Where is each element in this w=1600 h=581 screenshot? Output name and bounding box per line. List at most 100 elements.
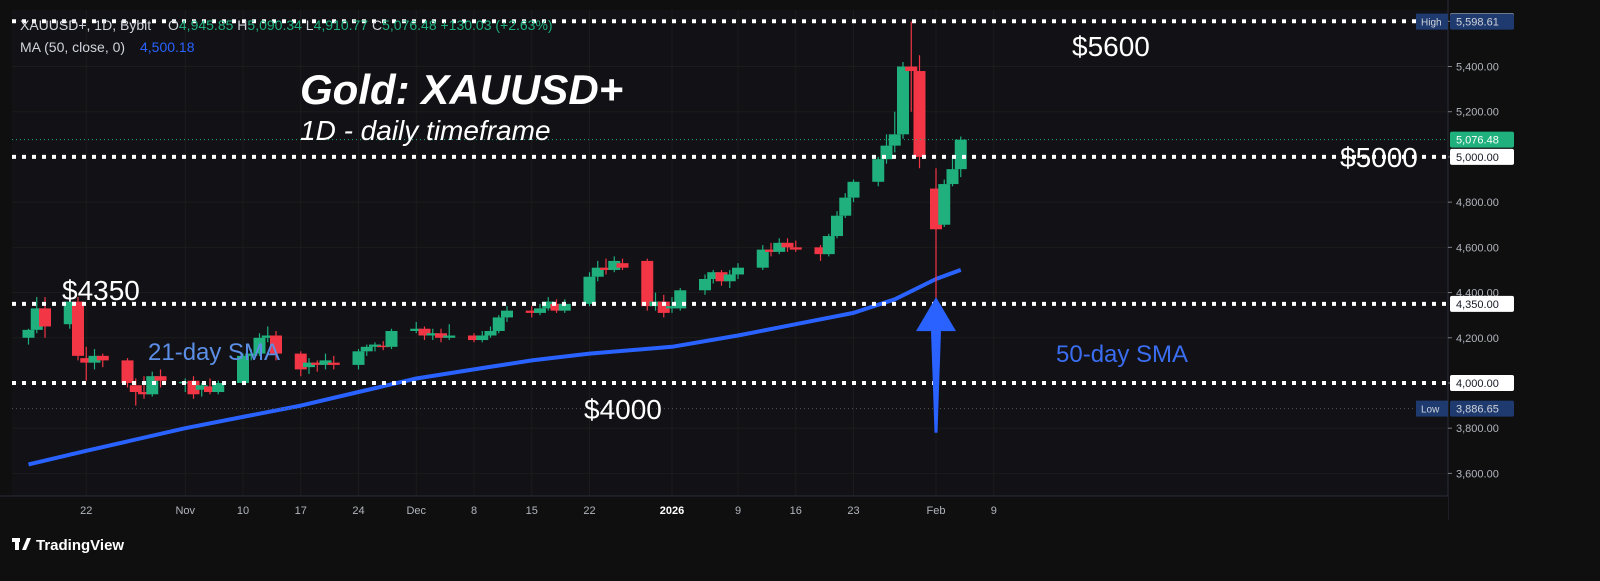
candle (641, 258, 654, 311)
candle (22, 328, 35, 345)
symbol-line: XAUUSD+, 1D, Bybit (20, 17, 151, 33)
time-tick-label: Feb (927, 505, 946, 517)
time-tick-label: 9 (735, 505, 741, 517)
ma-50-line (28, 268, 962, 467)
candle (616, 258, 629, 270)
level-label: $5000 (1340, 142, 1418, 173)
high-price-badge-bg (1450, 13, 1514, 30)
candle-body (831, 215, 843, 237)
price-tick-label: 3,600.00 (1456, 468, 1499, 480)
candle (847, 179, 860, 203)
candle (426, 328, 439, 341)
time-tick-label: 10 (237, 505, 249, 517)
candle-body (303, 362, 315, 368)
candle-body (360, 346, 373, 352)
candle (468, 333, 480, 343)
time-tick-label: 15 (526, 505, 538, 517)
time-tick-label: 24 (352, 505, 364, 517)
candle (699, 274, 711, 295)
level-price-badge: 4,000.00 (1456, 378, 1499, 390)
price-axis[interactable]: 3,600.003,800.004,000.004,200.004,400.00… (1416, 0, 1600, 520)
annotations: 21-day SMA 50-day SMA (148, 339, 1188, 368)
candle (501, 306, 513, 322)
candle (558, 299, 571, 313)
candle-body (418, 328, 431, 336)
price-tick-label: 4,600.00 (1456, 242, 1499, 254)
candle-body (377, 345, 390, 348)
ohlc-value: 4,945.85 (179, 17, 237, 33)
candle-body (237, 355, 249, 383)
candle-body (410, 328, 423, 331)
footer-bar (0, 520, 1600, 576)
time-tick-label: 23 (847, 505, 859, 517)
candle (138, 376, 150, 399)
candle (765, 242, 777, 257)
candle (88, 349, 101, 370)
candle-body (872, 159, 885, 182)
candle-body (426, 333, 439, 336)
candle-body (897, 66, 909, 135)
candle (261, 326, 274, 343)
candle-body (723, 274, 736, 282)
candle-body (187, 380, 200, 395)
ohlc-text: O4,945.85 H5,090.34 L4,910.77 C5,076.48 … (168, 17, 553, 33)
candle (377, 341, 390, 351)
time-axis-background (0, 496, 1448, 520)
candle-body (781, 242, 794, 248)
candle-body (204, 386, 216, 393)
candle (814, 245, 827, 261)
candle (270, 330, 282, 361)
candle-body (913, 71, 926, 157)
candle-body (385, 330, 398, 347)
candle (822, 233, 835, 257)
ohlc-key: H (237, 17, 247, 33)
candle-body (129, 385, 142, 393)
high-tag: High (1421, 18, 1442, 29)
candle-body (756, 249, 769, 268)
candle-body (352, 351, 365, 365)
candle-body (369, 344, 381, 347)
candle-body (212, 382, 225, 393)
candle (204, 378, 216, 395)
candle (525, 306, 538, 318)
time-tick-label: 16 (790, 505, 802, 517)
candle-body (96, 355, 109, 361)
candle-body (501, 310, 513, 318)
candle (913, 55, 926, 169)
time-tick-label: 22 (80, 505, 92, 517)
candles (22, 21, 967, 406)
candle (888, 111, 901, 153)
ma-value: 4,500.18 (140, 39, 195, 55)
candle (121, 358, 134, 388)
candle-body (616, 263, 629, 268)
candle (253, 333, 266, 356)
ohlc-key: O (168, 17, 179, 33)
candle (938, 179, 951, 228)
low-tag: Low (1421, 405, 1440, 416)
time-tick-label: Nov (175, 505, 195, 517)
candle-body (550, 303, 563, 311)
candle-body (699, 278, 711, 291)
candle (195, 382, 208, 397)
candle (657, 294, 670, 318)
candle-body (954, 139, 967, 170)
candle (781, 238, 794, 252)
candle-body (492, 317, 505, 331)
candle-body (253, 337, 266, 354)
price-tick-label: 4,200.00 (1456, 333, 1499, 345)
time-tick-label: 17 (295, 505, 307, 517)
time-axis[interactable]: 22 Nov 10 17 24 Dec 8 15 22 2026 9 16 23 Feb 9 (0, 495, 1448, 520)
candle-body (789, 247, 802, 250)
candle (360, 344, 373, 356)
candle (534, 303, 546, 316)
time-tick-label: 8 (471, 505, 477, 517)
candle (484, 326, 497, 338)
candle (352, 349, 365, 370)
candle (707, 269, 720, 284)
candle-body (319, 360, 332, 365)
candle (492, 315, 505, 334)
candle-body (72, 301, 84, 356)
candle-body (707, 272, 720, 279)
